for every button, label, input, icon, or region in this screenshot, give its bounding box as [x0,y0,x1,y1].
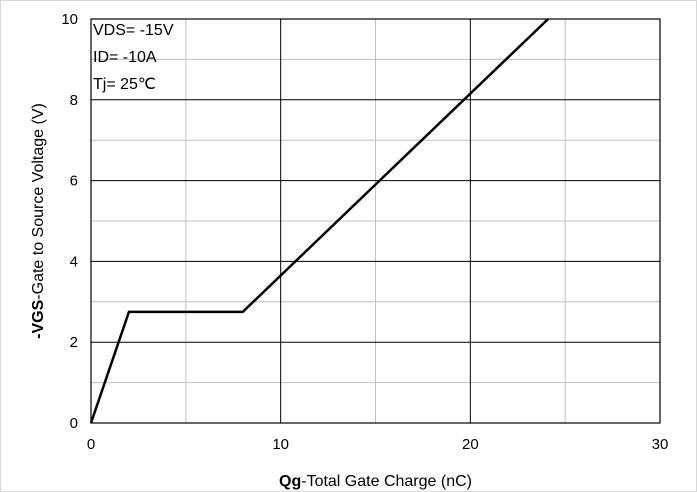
y-tick-label: 4 [70,253,78,270]
condition-annotation: VDS= -15V [93,22,174,39]
y-tick-label: 10 [61,11,78,28]
y-tick-label: 0 [70,415,78,432]
x-axis-title-bold: Qg [279,473,301,490]
x-tick-label: 30 [652,436,669,453]
x-tick-label: 10 [272,436,289,453]
y-axis-title-rest: -Gate to Source Voltage (V) [30,103,47,300]
x-tick-label: 0 [87,436,95,453]
y-axis-title-bold: -VGS [30,299,47,338]
x-tick-labels: 0 10 20 30 [87,436,669,453]
annotations: VDS= -15V ID= -10A Tj= 25℃ [93,22,174,93]
y-tick-label: 8 [70,92,78,109]
x-axis-title: Qg-Total Gate Charge (nC) [279,473,472,490]
x-tick-label: 20 [462,436,479,453]
condition-annotation: Tj= 25℃ [93,76,156,93]
y-axis-title: -VGS-Gate to Source Voltage (V) [30,103,47,339]
y-tick-label: 2 [70,334,78,351]
condition-annotation: ID= -10A [93,49,157,66]
plot-area-border [90,18,661,424]
major-grid [91,19,660,423]
y-tick-labels: 0 2 4 6 8 10 [61,11,78,432]
gate-charge-curve [89,18,549,424]
x-axis-title-rest: -Total Gate Charge (nC) [301,473,472,490]
y-tick-label: 6 [70,173,78,190]
series-layer [89,18,549,424]
minor-grid [91,19,660,423]
